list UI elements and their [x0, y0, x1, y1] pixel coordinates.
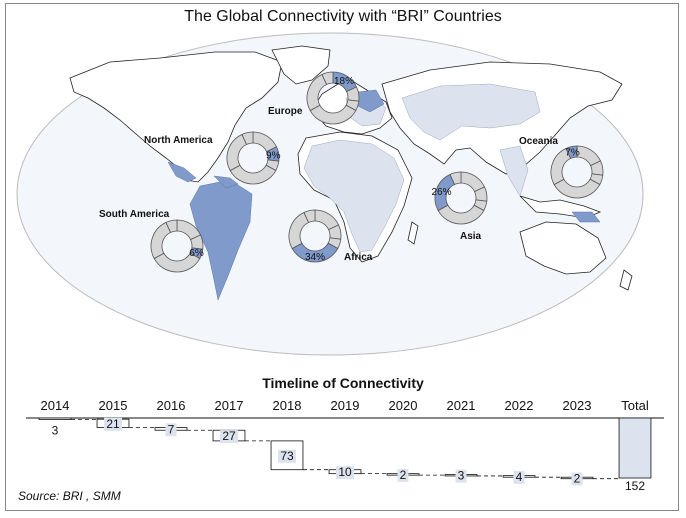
- timeline-waterfall-chart: 2014 3 2015 21 2016 7 2017 27 2018 73 2019 10 2020 2 2…: [26, 398, 664, 490]
- timeline-value-bg-2015: [104, 417, 122, 431]
- donut-africa-label: 34%: [305, 252, 325, 263]
- timeline-tick-2018: 2018: [273, 398, 302, 413]
- region-label-africa: Africa: [344, 252, 373, 263]
- timeline-tick-2021: 2021: [447, 398, 476, 413]
- timeline-value-2016: 7: [168, 422, 175, 436]
- donut-north-america: 9%: [226, 131, 281, 185]
- timeline-bar-2014: [38, 417, 72, 420]
- region-label-europe: Europe: [268, 106, 303, 117]
- donut-europe-label: 18%: [334, 76, 354, 87]
- donut-oceania: 7%: [550, 145, 604, 199]
- timeline-bar-total: [618, 417, 652, 479]
- chart-title: The Global Connectivity with “BRI” Count…: [184, 8, 502, 25]
- donut-oceania-label: 7%: [565, 147, 580, 158]
- land-new-zealand: [619, 269, 633, 291]
- timeline-value-2019: 10: [338, 465, 352, 479]
- timeline-value-2020: 2: [400, 468, 407, 482]
- bri-south-america-region: [189, 179, 253, 301]
- donut-europe: 18%: [306, 71, 360, 125]
- donut-oceania-segment-oceania: [565, 145, 578, 159]
- donut-asia-label: 26%: [431, 187, 451, 198]
- land-north-america: [69, 51, 283, 183]
- land-greenland: [271, 45, 331, 85]
- timeline-value-bg-2022: [513, 470, 525, 484]
- timeline-value-bg-2023: [571, 472, 583, 486]
- timeline-tick-2016: 2016: [157, 398, 186, 413]
- donut-africa: 34%: [288, 209, 342, 263]
- timeline-tick-2017: 2017: [215, 398, 244, 413]
- land-australia: [519, 221, 607, 275]
- donut-asia-segment-oceania: [449, 171, 462, 185]
- region-label-asia: Asia: [460, 231, 482, 242]
- donut-south-america: 6%: [150, 219, 204, 273]
- timeline-tick-2023: 2023: [563, 398, 592, 413]
- donut-africa-segment-oceania: [303, 209, 316, 223]
- timeline-value-bg-2017: [220, 430, 238, 444]
- bri-light-regions: [303, 83, 541, 253]
- bri-asia-region: [401, 83, 541, 141]
- region-label-north-america: North America: [144, 135, 213, 146]
- world-map: 18% 9% 6% 34% 26% 7% Europe North America Sou…: [16, 32, 644, 356]
- bri-oceania-region: [571, 211, 601, 223]
- timeline-tick-2019: 2019: [331, 398, 360, 413]
- region-label-south-america: South America: [99, 209, 170, 220]
- source-note: Source: BRI , SMM: [18, 489, 121, 503]
- timeline-tick-2014: 2014: [41, 398, 70, 413]
- bri-caribbean-region: [213, 175, 239, 189]
- timeline-tick-2022: 2022: [505, 398, 534, 413]
- timeline-value-2014: 3: [52, 424, 59, 438]
- bri-dark-regions: [167, 89, 601, 301]
- donut-europe-segment-oceania: [321, 71, 334, 85]
- donut-south-america-label: 6%: [189, 248, 204, 259]
- world-map-svg: 18% 9% 6% 34% 26% 7%: [16, 32, 644, 356]
- timeline-value-bg-2020: [397, 468, 409, 482]
- land-madagascar: [407, 221, 419, 245]
- donut-south-america-segment-oceania: [165, 219, 178, 233]
- donut-asia: 26%: [431, 171, 488, 225]
- timeline-title: Timeline of Connectivity: [262, 375, 424, 391]
- timeline-value-2023: 2: [574, 471, 581, 485]
- bri-central-america-region: [167, 161, 197, 183]
- donut-north-america-segment-oceania: [241, 131, 254, 145]
- bri-sea-region: [499, 145, 529, 197]
- timeline-tick-2020: 2020: [389, 398, 418, 413]
- timeline-bar-2018: [270, 440, 304, 471]
- timeline-value-2021: 3: [458, 469, 465, 483]
- timeline-tick-total: Total: [621, 398, 649, 413]
- timeline-value-2015: 21: [106, 417, 120, 431]
- timeline-value-bg-2019: [336, 466, 354, 480]
- bri-africa-region: [303, 139, 405, 253]
- donut-north-america-label: 9%: [266, 150, 281, 161]
- timeline-value-bg-2016: [165, 423, 177, 437]
- timeline-value-2018: 73: [280, 449, 294, 463]
- timeline-value-bg-2021: [455, 469, 467, 483]
- timeline-tick-2015: 2015: [99, 398, 128, 413]
- region-donuts: 18% 9% 6% 34% 26% 7%: [150, 71, 604, 273]
- timeline-value-2022: 4: [516, 470, 523, 484]
- region-label-oceania: Oceania: [519, 136, 558, 147]
- timeline-value-2017: 27: [222, 429, 236, 443]
- timeline-value-bg-2018: [278, 449, 296, 463]
- timeline-value-total: 152: [625, 479, 645, 490]
